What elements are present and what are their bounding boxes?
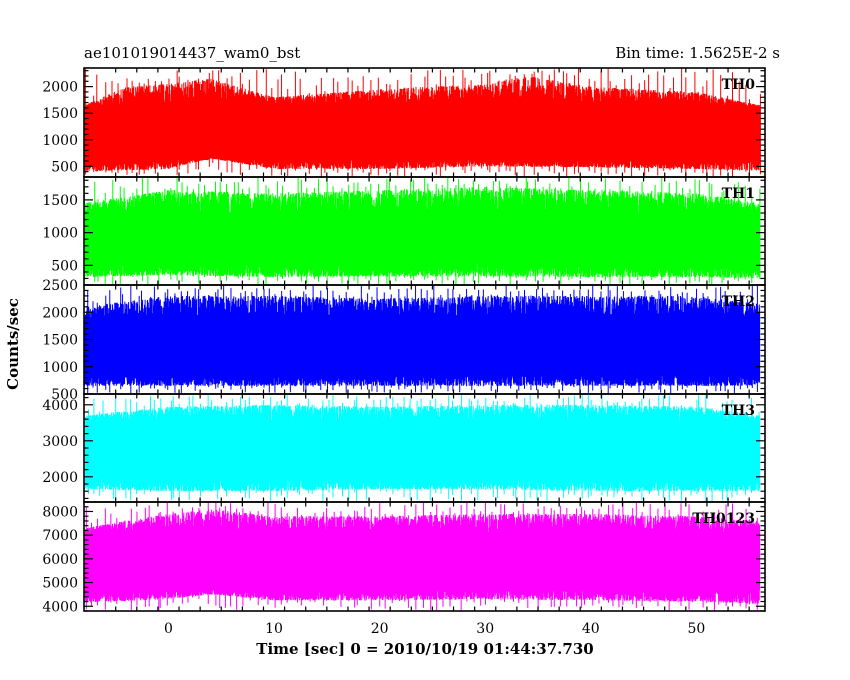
panel-label-th0123: TH0123	[692, 511, 755, 527]
panel-th2: 500 1000 1500 2000 2500 TH2	[42, 278, 766, 403]
y-tick-label-th2: 2000	[42, 305, 78, 321]
y-tick-label-th0123: 4000	[42, 599, 78, 615]
series-line-th0	[84, 68, 761, 177]
x-axis-ticks: 0 10 20 30 40 50	[164, 621, 705, 637]
series-line-th2	[84, 285, 761, 394]
panel-th0: 500 1000 1500 2000 TH0	[42, 67, 766, 178]
y-tick-label-th0123: 6000	[42, 552, 78, 568]
y-tick-label-th2: 2500	[42, 278, 78, 294]
y-tick-label-th3: 3000	[42, 434, 78, 450]
panel-th1: 500 1000 1500 TH1	[42, 176, 766, 286]
panel-th0123: 4000 5000 6000 7000 8000 TH0123	[42, 501, 766, 615]
x-tick-label: 10	[265, 621, 283, 637]
x-tick-label: 50	[687, 621, 705, 637]
chart-title-left: ae101019014437_wam0_bst	[84, 44, 300, 62]
y-tick-label-th0123: 5000	[42, 576, 78, 592]
x-tick-label: 0	[164, 621, 173, 637]
series-line-th0123	[84, 502, 761, 611]
panel-th3: 2000 3000 4000 TH3	[42, 393, 766, 503]
series-line-th1	[84, 177, 761, 285]
y-axis-label: Counts/sec	[4, 298, 22, 390]
y-tick-label-th0: 1000	[42, 133, 78, 149]
x-tick-label: 30	[476, 621, 494, 637]
x-tick-label: 20	[371, 621, 389, 637]
y-tick-label-th1: 500	[51, 258, 78, 274]
y-tick-label-th2: 1000	[42, 360, 78, 376]
panel-label-th0: TH0	[722, 77, 756, 93]
panel-label-th1: TH1	[722, 186, 755, 202]
y-tick-label-th2: 1500	[42, 333, 78, 349]
series-line-th3	[84, 394, 761, 502]
y-tick-label-th0: 500	[51, 159, 78, 175]
panel-label-th3: TH3	[722, 403, 755, 419]
panel-frame-th0123	[83, 501, 766, 612]
y-tick-label-th2: 500	[51, 387, 78, 403]
x-axis-label: Time [sec] 0 = 2010/10/19 01:44:37.730	[256, 640, 593, 658]
panel-label-th2: TH2	[722, 294, 755, 310]
y-tick-label-th3: 4000	[42, 398, 78, 414]
labels-layer: ae101019014437_wam0_bst Bin time: 1.5625…	[4, 44, 780, 658]
y-tick-label-th0123: 7000	[42, 528, 78, 544]
x-tick-label: 40	[582, 621, 600, 637]
y-tick-label-th0: 1500	[42, 106, 78, 122]
y-tick-label-th1: 1000	[42, 226, 78, 242]
y-tick-label-th3: 2000	[42, 470, 78, 486]
chart-title-right: Bin time: 1.5625E-2 s	[615, 44, 780, 62]
y-tick-label-th0123: 8000	[42, 504, 78, 520]
y-tick-label-th0: 2000	[42, 80, 78, 96]
y-tick-label-th1: 1500	[42, 193, 78, 209]
